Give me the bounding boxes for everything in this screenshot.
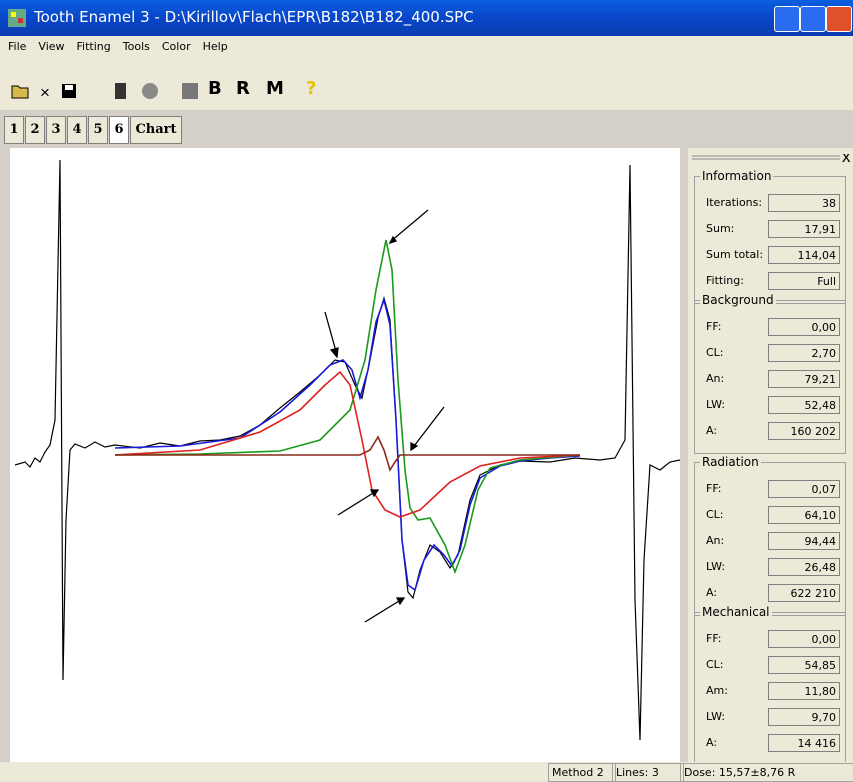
parameter-panel: x Information Iterations: 38 Sum: 17,91 Sum t… [688,148,853,766]
peak-label: 5 [349,619,358,638]
field-value: 14 416 [768,734,840,752]
field-value: 38 [768,194,840,212]
field-label: FF: [706,320,722,333]
title-bar: Tooth Enamel 3 - D:\Kirillov\Flach\EPR\B… [0,0,853,36]
field-label: Am: [706,684,728,697]
tab[interactable]: Chart [130,116,182,144]
field-value: 2,70 [768,344,840,362]
mechanical-curve [115,435,580,472]
tab[interactable]: 1 [4,116,24,144]
field-value: 0,00 [768,318,840,336]
field-value: 79,21 [768,370,840,388]
status-pane: Method 2 [548,763,616,782]
field-value: 9,70 [768,708,840,726]
field-value: 622 210 [768,584,840,602]
status-pane: Dose: 15,57±8,76 R [680,763,853,782]
field-value: 0,07 [768,480,840,498]
peak-label: 3 [442,387,451,406]
field-value: 160 202 [768,422,840,440]
field-value: 0,00 [768,630,840,648]
svg-text:x: x [842,154,851,162]
tab[interactable]: 2 [25,116,45,144]
field-label: CL: [706,658,724,671]
toolbar-button[interactable]: B [208,78,222,99]
field-label: LW: [706,398,726,411]
group-title: Radiation [700,455,761,469]
field-label: FF: [706,632,722,645]
svg-text:×: × [40,83,50,102]
toolbar-button[interactable]: M [266,78,284,99]
toolbar-icons: × [11,83,198,102]
field-label: FF: [706,482,722,495]
experimental-curve [14,159,680,741]
field-value: 52,48 [768,396,840,414]
background-curve [114,370,581,518]
field-value: Full [768,272,840,290]
field-label: Sum total: [706,248,764,261]
plot-area: 1 2 3 4 5 [10,148,680,762]
window-title: Tooth Enamel 3 - D:\Kirillov\Flach\EPR\B… [34,8,474,26]
field-label: CL: [706,508,724,521]
menu-bar: File View Fitting Tools Color Help [0,36,853,58]
radiation-curve [114,239,581,575]
peak-label: 4 [316,516,325,535]
tab[interactable]: 5 [88,116,108,144]
menu-item[interactable]: Help [202,40,228,53]
tab[interactable]: 3 [46,116,66,144]
peak-label: 2 [426,192,435,211]
annotation-arrows [324,209,445,623]
panel-grip: x [692,154,851,162]
tab[interactable]: 6 [109,116,129,144]
field-value: 94,44 [768,532,840,550]
menu-item[interactable]: Color [161,40,191,53]
field-value: 54,85 [768,656,840,674]
maximize-button[interactable] [800,6,826,32]
close-button[interactable] [826,6,852,32]
group-title: Information [700,169,774,183]
toolbar-button[interactable]: ? [306,78,317,99]
peak-label: 1 [316,291,325,310]
tab[interactable]: 4 [67,116,87,144]
field-value: 11,80 [768,682,840,700]
field-label: LW: [706,710,726,723]
field-label: Fitting: [706,274,744,287]
spectrum-chart: 1 2 3 4 5 [14,159,680,741]
menu-item[interactable]: File [8,40,27,53]
field-label: LW: [706,560,726,573]
status-bar: Method 2 Lines: 3 Dose: 15,57±8,76 R [0,762,853,782]
toolbar-button[interactable]: R [236,78,250,99]
menu-item[interactable]: Fitting [76,40,111,53]
field-label: A: [706,736,718,749]
field-label: CL: [706,346,724,359]
field-value: 114,04 [768,246,840,264]
field-label: A: [706,424,718,437]
fit-sum-curve [114,297,581,592]
field-label: Iterations: [706,196,763,209]
menu-item[interactable]: Tools [122,40,150,53]
field-label: An: [706,534,725,547]
field-label: An: [706,372,725,385]
menu-item[interactable]: View [38,40,65,53]
group-title: Background [700,293,776,307]
status-pane: Lines: 3 [612,763,684,782]
field-value: 64,10 [768,506,840,524]
field-label: Sum: [706,222,735,235]
minimize-button[interactable] [774,6,800,32]
group-title: Mechanical [700,605,772,619]
toolbar: × [0,58,853,110]
field-value: 17,91 [768,220,840,238]
field-label: A: [706,586,718,599]
field-value: 26,48 [768,558,840,576]
app-icon [8,9,26,27]
